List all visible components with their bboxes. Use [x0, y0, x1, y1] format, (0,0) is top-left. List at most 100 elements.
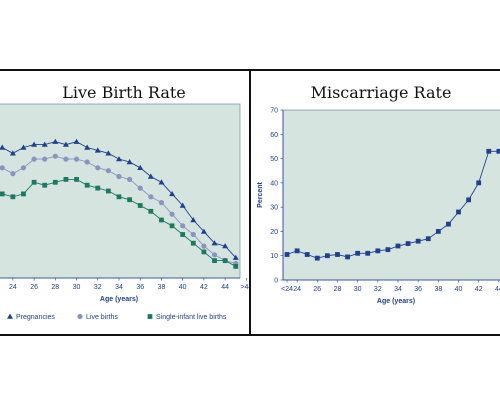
- data-point: [105, 188, 111, 194]
- data-point: [180, 232, 186, 237]
- x-axis-label: Age (years): [100, 296, 138, 303]
- data-point: [84, 182, 90, 188]
- legend-label: Live births: [86, 314, 118, 321]
- data-point: [158, 200, 165, 206]
- data-point: [0, 144, 6, 150]
- data-point: [190, 231, 196, 238]
- data-point: [73, 138, 80, 144]
- data-point: [0, 191, 5, 197]
- data-point: [42, 156, 48, 162]
- data-point: [74, 177, 79, 182]
- x-tick-label: 44: [495, 286, 500, 293]
- data-point: [9, 150, 16, 156]
- data-point: [212, 258, 217, 263]
- data-point: [116, 173, 122, 180]
- data-point: [84, 144, 91, 150]
- legend-marker: [77, 313, 83, 320]
- data-point: [496, 148, 500, 154]
- data-point: [395, 243, 401, 249]
- miscarriage-panel: Miscarriage Rate 0 10 20 30 40 50 60 70 <24 24 26 2…: [249, 69, 500, 336]
- data-point: [116, 156, 122, 162]
- data-point: [137, 203, 143, 208]
- x-tick-label: 42: [200, 284, 208, 291]
- x-tick-label: 28: [51, 284, 59, 291]
- live-birth-panel: Live Birth Rate 24 26 28 30 32 34 36 38 40 42 44 >4…: [0, 69, 252, 336]
- data-point: [385, 247, 391, 253]
- data-point: [200, 228, 207, 234]
- x-tick-label: 40: [179, 284, 187, 291]
- data-point: [42, 182, 48, 188]
- x-tick-label: 28: [334, 286, 342, 293]
- data-point: [63, 156, 69, 162]
- y-tick-label: 40: [270, 180, 278, 187]
- data-point: [415, 238, 421, 244]
- x-tick-label: 26: [30, 284, 38, 291]
- data-point: [169, 223, 175, 229]
- data-point: [20, 165, 27, 171]
- y-tick-label: 50: [270, 156, 278, 163]
- data-point: [180, 223, 186, 229]
- x-tick-label: 24: [293, 286, 301, 293]
- data-point: [0, 165, 5, 171]
- data-point: [486, 148, 492, 154]
- data-point: [345, 254, 350, 260]
- data-point: [314, 255, 320, 261]
- x-tick-label: 30: [73, 284, 81, 291]
- live-birth-chart: 24 26 28 30 32 34 36 38 40 42 44 >44 Age (years) Preg…: [0, 103, 250, 321]
- data-point: [41, 141, 48, 147]
- data-point: [62, 141, 69, 147]
- legend-marker: [7, 313, 13, 319]
- data-point: [425, 236, 431, 242]
- data-point: [31, 156, 37, 162]
- data-point: [73, 156, 80, 162]
- data-point: [324, 253, 330, 259]
- data-point: [126, 159, 133, 165]
- data-point: [52, 179, 58, 185]
- data-point: [201, 249, 207, 255]
- y-tick-label: 20: [270, 229, 278, 236]
- x-tick-label: 36: [136, 284, 144, 291]
- data-point: [169, 190, 176, 197]
- data-point: [304, 252, 310, 257]
- x-tick-label: 38: [158, 284, 166, 291]
- data-point: [211, 240, 218, 246]
- data-point: [355, 250, 361, 256]
- data-point: [284, 252, 290, 257]
- data-point: [95, 185, 101, 191]
- data-point: [222, 258, 228, 263]
- data-point: [365, 250, 371, 256]
- data-point: [232, 254, 239, 260]
- data-point: [10, 194, 16, 200]
- data-point: [20, 144, 27, 150]
- x-tick-label: 34: [394, 286, 402, 293]
- x-tick-label: 40: [455, 286, 463, 293]
- x-tick-label: 44: [221, 284, 229, 291]
- data-point: [201, 243, 207, 249]
- data-point: [294, 248, 300, 254]
- data-point: [105, 150, 112, 156]
- data-point: [10, 171, 16, 177]
- data-point: [335, 252, 340, 257]
- data-point: [95, 165, 101, 171]
- data-point: [179, 202, 186, 208]
- y-tick-label: 30: [270, 205, 278, 212]
- data-point: [158, 179, 165, 185]
- data-point: [31, 141, 38, 147]
- data-point: [476, 180, 482, 186]
- x-tick-label: 42: [475, 286, 483, 293]
- legend-label: Single-infant live births: [156, 314, 227, 321]
- data-point: [222, 243, 229, 249]
- data-point: [375, 248, 381, 254]
- data-point: [446, 221, 451, 227]
- data-point: [435, 229, 441, 234]
- x-tick-label: <24: [281, 286, 293, 293]
- y-axis-label: Percent: [257, 181, 264, 207]
- x-tick-label: 38: [434, 286, 442, 293]
- data-point: [405, 241, 411, 246]
- data-point: [52, 138, 59, 144]
- data-point: [31, 179, 37, 185]
- y-tick-label: 70: [270, 108, 278, 115]
- data-point: [233, 264, 239, 269]
- x-tick-label: 32: [94, 284, 102, 291]
